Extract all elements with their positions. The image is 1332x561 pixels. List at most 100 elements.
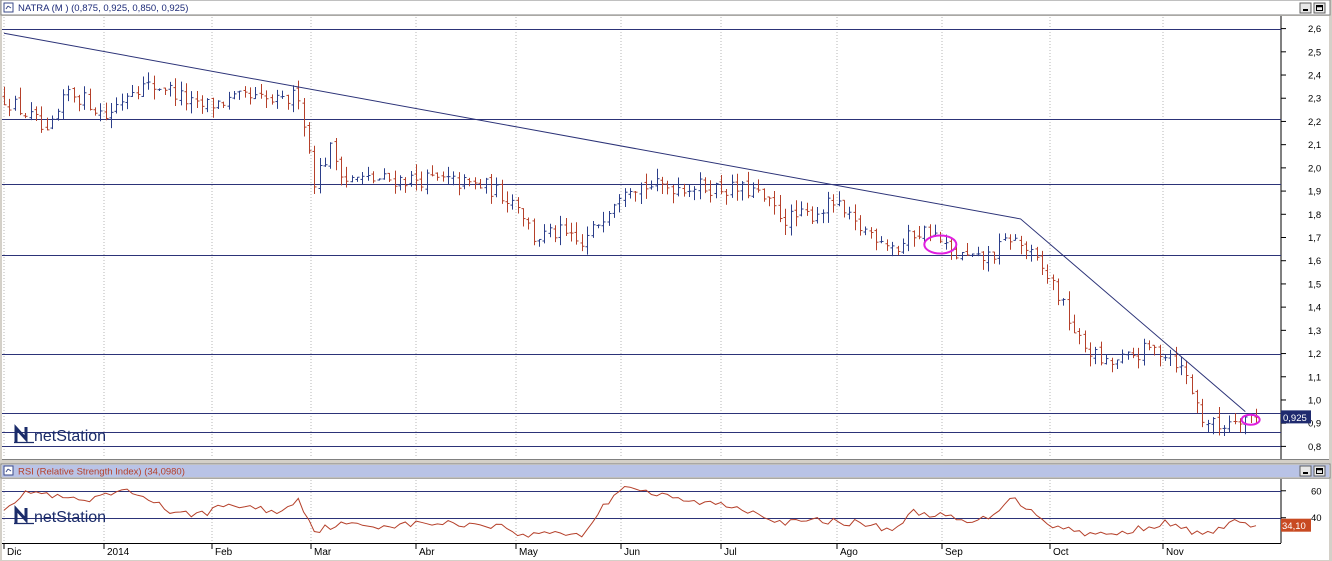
ohlc-bar xyxy=(2,86,7,106)
ohlc-bar xyxy=(767,196,772,207)
ohlc-bar xyxy=(286,94,291,110)
ohlc-bar xyxy=(510,194,515,210)
ohlc-bar xyxy=(7,98,12,117)
ohlc-bar xyxy=(1233,413,1238,425)
ohlc-bar xyxy=(98,103,103,122)
ohlc-bar xyxy=(72,87,77,103)
ohlc-bar xyxy=(457,172,462,196)
ohlc-bar xyxy=(1147,340,1152,351)
ohlc-bar xyxy=(655,168,660,192)
ohlc-bar xyxy=(1110,357,1115,373)
ohlc-bar xyxy=(564,218,569,236)
ohlc-bar xyxy=(39,106,44,133)
ohlc-bar xyxy=(633,191,638,202)
ohlc-bar xyxy=(13,95,18,111)
ohlc-bar xyxy=(1115,359,1120,370)
ohlc-bar xyxy=(34,106,39,122)
ohlc-bar xyxy=(917,226,922,240)
ohlc-bar xyxy=(826,191,831,223)
ohlc-bar xyxy=(901,238,906,254)
ohlc-bar xyxy=(960,252,965,261)
ohlc-bar xyxy=(221,101,226,108)
price-tick-label: 2,0 xyxy=(1308,163,1321,174)
price-tick-label: 2,6 xyxy=(1308,24,1321,35)
ohlc-bar xyxy=(542,224,547,244)
rsi-minimize-button[interactable] xyxy=(1299,465,1312,477)
ohlc-bar xyxy=(23,113,28,119)
ohlc-bar xyxy=(409,170,414,187)
price-tick-label: 2,1 xyxy=(1308,140,1321,151)
ohlc-bar xyxy=(1206,419,1211,433)
ohlc-bar xyxy=(1099,341,1104,366)
price-tick-label: 1,8 xyxy=(1308,210,1321,221)
ohlc-bar xyxy=(360,172,365,185)
ohlc-bar xyxy=(965,242,970,256)
rsi-netstation-watermark: netStation xyxy=(14,505,106,526)
ohlc-bar xyxy=(992,251,997,264)
ohlc-bar xyxy=(211,97,216,118)
ohlc-bar xyxy=(1008,234,1013,250)
ohlc-bar xyxy=(189,91,194,114)
ohlc-bar xyxy=(526,217,531,230)
ohlc-bar xyxy=(1077,328,1082,345)
ohlc-bar xyxy=(1083,330,1088,353)
netstation-logo-icon xyxy=(14,424,34,444)
ohlc-bar xyxy=(377,178,382,181)
ohlc-bar xyxy=(280,90,285,99)
price-tick-label: 1,5 xyxy=(1308,279,1321,290)
ohlc-bar xyxy=(104,102,109,121)
chart-icon xyxy=(3,2,14,13)
ohlc-bar xyxy=(1072,314,1077,334)
downtrend-line-path xyxy=(3,32,1246,412)
price-tick-label: 1,6 xyxy=(1308,256,1321,267)
ohlc-bar xyxy=(783,208,788,235)
ohlc-bar xyxy=(1120,349,1125,364)
ohlc-bar xyxy=(355,176,360,182)
ohlc-bar xyxy=(644,173,649,199)
price-tick-label: 1,1 xyxy=(1308,372,1321,383)
price-tick-label: 1,7 xyxy=(1308,233,1321,244)
ohlc-bar xyxy=(516,197,521,214)
ohlc-bar xyxy=(205,98,210,113)
time-axis-label: Dic xyxy=(7,547,21,558)
ohlc-bar xyxy=(291,85,296,113)
ohlc-bar xyxy=(163,87,168,95)
ohlc-bar xyxy=(505,191,510,213)
ohlc-bar xyxy=(665,180,670,195)
time-axis-label: Jun xyxy=(624,547,640,558)
ohlc-bar xyxy=(66,85,71,102)
ohlc-bar xyxy=(29,102,34,121)
ohlc-bar xyxy=(772,191,777,215)
ohlc-bar xyxy=(50,115,55,130)
rsi-maximize-button[interactable] xyxy=(1313,465,1326,477)
ohlc-bar xyxy=(553,225,558,243)
ohlc-bar xyxy=(425,169,430,195)
rsi-axis-ticks: 60 40 xyxy=(1281,486,1322,524)
ohlc-bar xyxy=(842,199,847,218)
ohlc-bar xyxy=(334,137,339,171)
price-minimize-button[interactable] xyxy=(1299,2,1312,14)
ohlc-bar xyxy=(853,204,858,231)
downtrend-line xyxy=(3,32,1246,412)
ohlc-bar xyxy=(537,238,542,247)
ohlc-bar xyxy=(227,91,232,110)
ohlc-bar xyxy=(1168,349,1173,366)
ohlc-bar xyxy=(976,246,981,257)
ohlc-bar xyxy=(789,204,794,236)
ohlc-bar xyxy=(1104,354,1109,365)
ohlc-bar xyxy=(312,145,317,195)
ohlc-bar xyxy=(323,157,328,167)
ohlc-bar xyxy=(339,156,344,186)
ohlc-bar xyxy=(1088,342,1093,367)
price-axis-area xyxy=(1281,16,1329,459)
ohlc-bar xyxy=(1142,338,1147,366)
ohlc-bars xyxy=(2,72,1259,437)
ohlc-bar xyxy=(879,236,884,244)
ohlc-bar xyxy=(863,226,868,236)
ohlc-bar xyxy=(130,84,135,97)
price-maximize-button[interactable] xyxy=(1313,2,1326,14)
ohlc-bar xyxy=(1024,241,1029,260)
ohlc-bar xyxy=(237,90,242,100)
rsi-last-value: 34,10 xyxy=(1282,521,1306,532)
